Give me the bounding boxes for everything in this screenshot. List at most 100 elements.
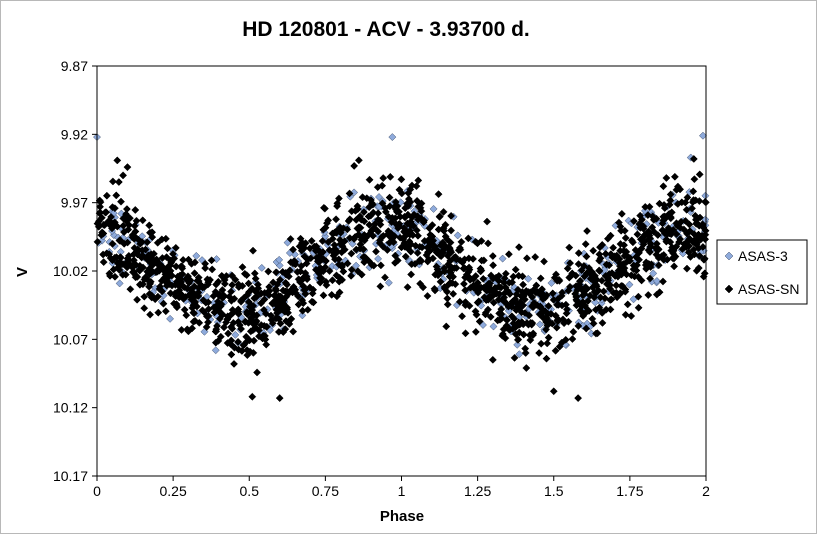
- data-point: [250, 269, 259, 278]
- data-point: [689, 196, 698, 205]
- data-point: [499, 325, 508, 334]
- data-point: [375, 193, 383, 201]
- data-point: [331, 255, 339, 264]
- data-point: [495, 290, 504, 298]
- data-point: [617, 281, 626, 290]
- data-point: [583, 227, 591, 235]
- data-point: [309, 298, 318, 307]
- data-point: [460, 255, 469, 264]
- data-point: [629, 217, 638, 226]
- data-point: [535, 349, 544, 357]
- data-point: [461, 329, 470, 338]
- data-point: [646, 274, 655, 283]
- data-point: [102, 191, 111, 200]
- data-point: [252, 317, 261, 326]
- data-point: [289, 327, 298, 336]
- data-point: [120, 239, 129, 248]
- data-point: [572, 282, 581, 291]
- data-point: [461, 273, 470, 282]
- data-point: [364, 212, 373, 221]
- data-point: [193, 277, 202, 286]
- data-point: [419, 283, 428, 292]
- data-point: [208, 265, 217, 274]
- data-point: [134, 235, 143, 244]
- data-point: [368, 200, 377, 209]
- data-point: [648, 212, 657, 221]
- data-point: [110, 220, 119, 229]
- data-point: [146, 228, 154, 237]
- data-point: [253, 368, 262, 377]
- data-point: [381, 204, 390, 213]
- data-point: [501, 334, 510, 343]
- data-point: [307, 236, 316, 245]
- data-point: [627, 312, 636, 320]
- data-point: [515, 350, 524, 359]
- data-point: [191, 316, 199, 325]
- data-point: [412, 226, 421, 235]
- data-point: [227, 287, 236, 296]
- data-point: [439, 207, 448, 216]
- data-point: [171, 292, 180, 301]
- data-point: [384, 278, 393, 287]
- data-point: [698, 242, 707, 251]
- data-point: [612, 251, 621, 260]
- data-point: [473, 298, 482, 307]
- data-point: [309, 285, 318, 294]
- data-point: [135, 266, 144, 275]
- data-point: [338, 261, 347, 270]
- data-point: [520, 295, 529, 304]
- data-point: [318, 237, 327, 246]
- data-point: [385, 193, 394, 202]
- data-point: [536, 302, 545, 311]
- data-point: [659, 277, 667, 286]
- data-point: [456, 256, 464, 265]
- data-point: [544, 302, 553, 310]
- data-point: [335, 277, 344, 286]
- data-point: [455, 297, 464, 306]
- data-point: [551, 346, 560, 355]
- x-tick-label: 0.25: [160, 483, 187, 499]
- data-point: [204, 305, 213, 314]
- legend-marker-asas-3: [724, 251, 734, 261]
- data-point: [359, 208, 368, 217]
- data-point: [408, 213, 417, 222]
- data-point: [376, 261, 385, 270]
- data-point: [247, 308, 256, 317]
- data-point: [276, 292, 285, 301]
- data-point: [105, 250, 114, 259]
- points-layer: [93, 131, 710, 403]
- axes-layer: 0 0.25 0.5 0.75 1 1.25 1.5 1.75 2 9.87 9.92 9.97 10.…: [53, 58, 710, 499]
- data-point: [177, 262, 186, 271]
- data-point: [227, 340, 235, 349]
- data-point: [131, 206, 140, 214]
- data-point: [423, 257, 432, 266]
- data-point: [593, 329, 602, 338]
- data-point: [136, 280, 145, 289]
- data-point: [465, 263, 474, 272]
- data-point: [340, 245, 349, 254]
- data-point: [143, 238, 152, 247]
- data-point: [650, 227, 658, 236]
- data-point: [403, 199, 412, 208]
- data-point: [325, 267, 334, 275]
- data-point: [328, 276, 337, 285]
- data-point: [665, 200, 674, 209]
- data-point: [515, 243, 523, 252]
- data-point: [98, 228, 107, 237]
- data-point: [603, 234, 612, 243]
- data-point: [220, 279, 229, 288]
- data-point: [453, 231, 462, 240]
- data-point: [615, 258, 624, 267]
- data-point: [385, 202, 394, 211]
- data-point: [546, 318, 555, 327]
- data-point: [508, 297, 517, 306]
- data-point: [319, 203, 328, 212]
- data-point: [215, 291, 224, 300]
- data-point: [449, 289, 458, 298]
- data-point: [140, 304, 149, 313]
- data-point: [242, 271, 251, 280]
- data-point: [325, 246, 334, 255]
- data-point: [251, 274, 260, 283]
- data-point: [347, 249, 356, 258]
- data-point: [327, 290, 336, 299]
